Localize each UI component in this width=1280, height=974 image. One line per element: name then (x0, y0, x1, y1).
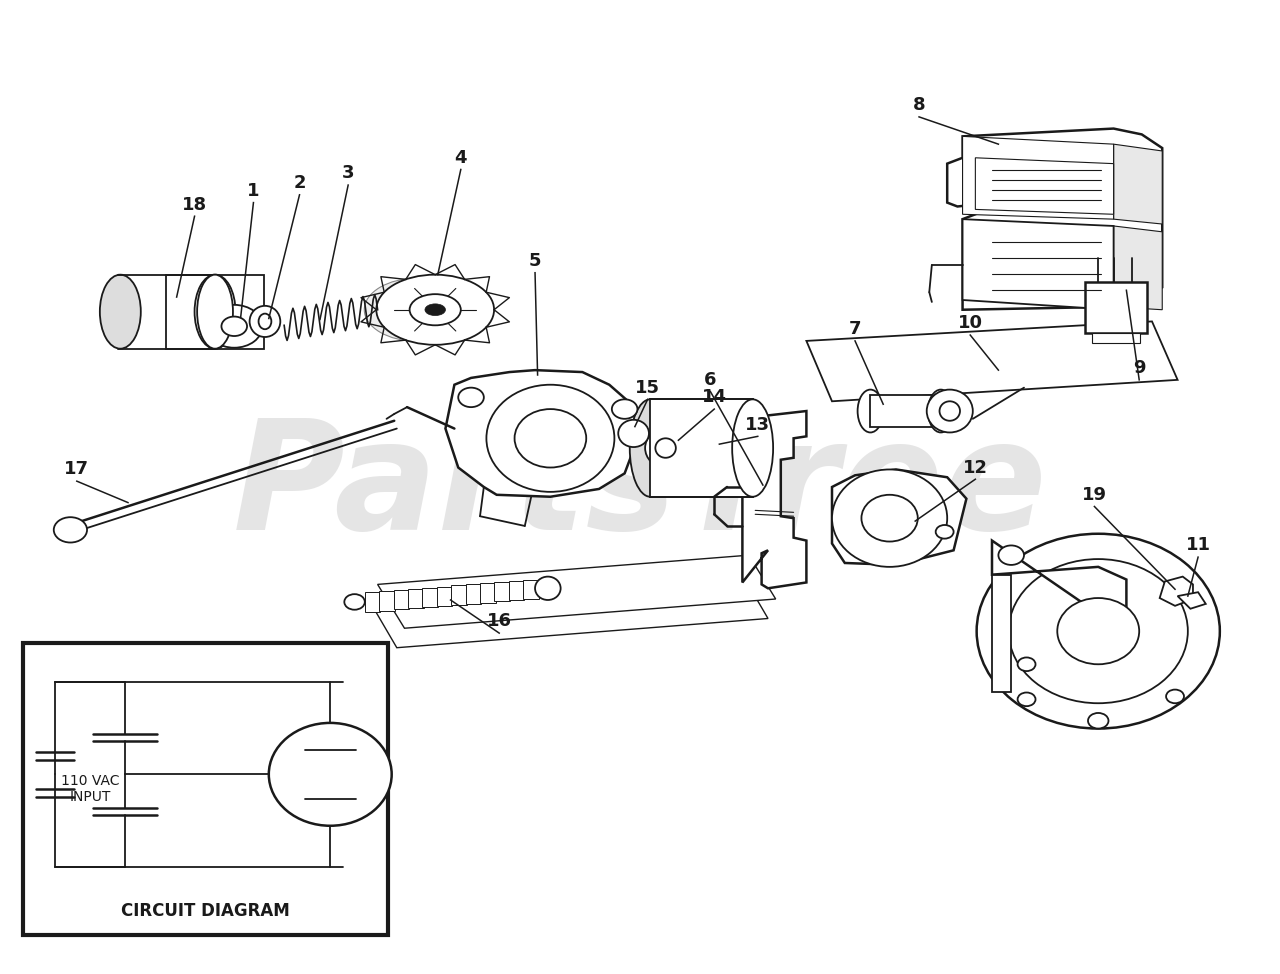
Ellipse shape (365, 279, 470, 341)
Ellipse shape (486, 385, 614, 492)
Text: 9: 9 (1133, 359, 1146, 377)
Bar (422, 587, 438, 607)
Ellipse shape (858, 390, 883, 432)
Ellipse shape (630, 399, 671, 497)
Text: 14: 14 (701, 389, 727, 406)
Ellipse shape (940, 401, 960, 421)
Text: 13: 13 (745, 416, 771, 433)
Polygon shape (975, 158, 1114, 214)
Text: CIRCUIT DIAGRAM: CIRCUIT DIAGRAM (122, 902, 289, 919)
Ellipse shape (1018, 693, 1036, 706)
Text: 17: 17 (64, 461, 90, 478)
Ellipse shape (458, 388, 484, 407)
Polygon shape (992, 575, 1011, 692)
Ellipse shape (376, 275, 494, 345)
Text: 4: 4 (454, 149, 467, 167)
Polygon shape (1160, 577, 1193, 606)
Ellipse shape (977, 534, 1220, 729)
Ellipse shape (250, 306, 280, 337)
Ellipse shape (1018, 657, 1036, 671)
Ellipse shape (410, 294, 461, 325)
Bar (408, 588, 424, 608)
Text: 2: 2 (293, 174, 306, 192)
Ellipse shape (861, 495, 918, 542)
Polygon shape (947, 129, 1162, 310)
Polygon shape (742, 411, 806, 588)
Bar (166, 275, 264, 349)
Bar (870, 395, 941, 427)
Text: PartsTree: PartsTree (233, 413, 1047, 561)
Bar (365, 592, 380, 612)
Ellipse shape (936, 525, 954, 539)
Ellipse shape (655, 438, 676, 458)
Text: 110 VAC
INPUT: 110 VAC INPUT (61, 773, 120, 805)
Ellipse shape (425, 304, 445, 316)
Ellipse shape (344, 594, 365, 610)
Text: 8: 8 (913, 96, 925, 114)
Text: 7: 7 (849, 320, 861, 338)
Text: 10: 10 (957, 315, 983, 332)
Ellipse shape (927, 390, 973, 432)
Ellipse shape (645, 429, 686, 468)
Ellipse shape (998, 545, 1024, 565)
Text: 11: 11 (1185, 537, 1211, 554)
Bar (466, 584, 481, 604)
Ellipse shape (612, 399, 637, 419)
Ellipse shape (928, 390, 954, 432)
Bar (394, 590, 410, 610)
Polygon shape (963, 219, 1114, 310)
Ellipse shape (515, 409, 586, 468)
Polygon shape (445, 370, 635, 497)
Ellipse shape (259, 314, 271, 329)
Polygon shape (1114, 226, 1162, 310)
Ellipse shape (197, 275, 233, 349)
Ellipse shape (618, 420, 649, 447)
Ellipse shape (732, 399, 773, 497)
Ellipse shape (535, 577, 561, 600)
Text: 18: 18 (182, 196, 207, 213)
Text: 3: 3 (342, 165, 355, 182)
Ellipse shape (221, 317, 247, 336)
Polygon shape (378, 555, 776, 628)
Polygon shape (806, 321, 1178, 401)
Polygon shape (1114, 144, 1162, 224)
Bar (650, 399, 753, 497)
Text: 19: 19 (1082, 486, 1107, 504)
Ellipse shape (54, 517, 87, 543)
Bar (1085, 282, 1147, 333)
Bar (379, 591, 394, 611)
Bar (524, 580, 539, 599)
Text: 15: 15 (635, 379, 660, 396)
Bar (494, 581, 509, 601)
Polygon shape (371, 575, 768, 648)
Bar (1092, 333, 1140, 343)
Bar (23, 643, 388, 935)
Ellipse shape (1088, 713, 1108, 729)
Text: 1: 1 (247, 182, 260, 200)
Text: 16: 16 (486, 613, 512, 630)
Bar (480, 583, 495, 603)
Polygon shape (963, 136, 1114, 219)
Polygon shape (992, 541, 1126, 614)
Text: 5: 5 (529, 252, 541, 270)
Ellipse shape (1166, 690, 1184, 703)
Ellipse shape (269, 723, 392, 826)
Text: 6: 6 (704, 371, 717, 389)
Ellipse shape (100, 275, 141, 349)
Ellipse shape (1057, 598, 1139, 664)
Ellipse shape (201, 290, 227, 333)
Ellipse shape (832, 469, 947, 567)
Bar (452, 585, 467, 605)
Bar (436, 586, 452, 606)
Text: 12: 12 (963, 459, 988, 476)
Ellipse shape (206, 305, 262, 348)
Ellipse shape (1009, 559, 1188, 703)
Ellipse shape (195, 275, 236, 349)
Polygon shape (832, 469, 966, 565)
Polygon shape (1178, 592, 1206, 609)
Bar (508, 581, 525, 600)
